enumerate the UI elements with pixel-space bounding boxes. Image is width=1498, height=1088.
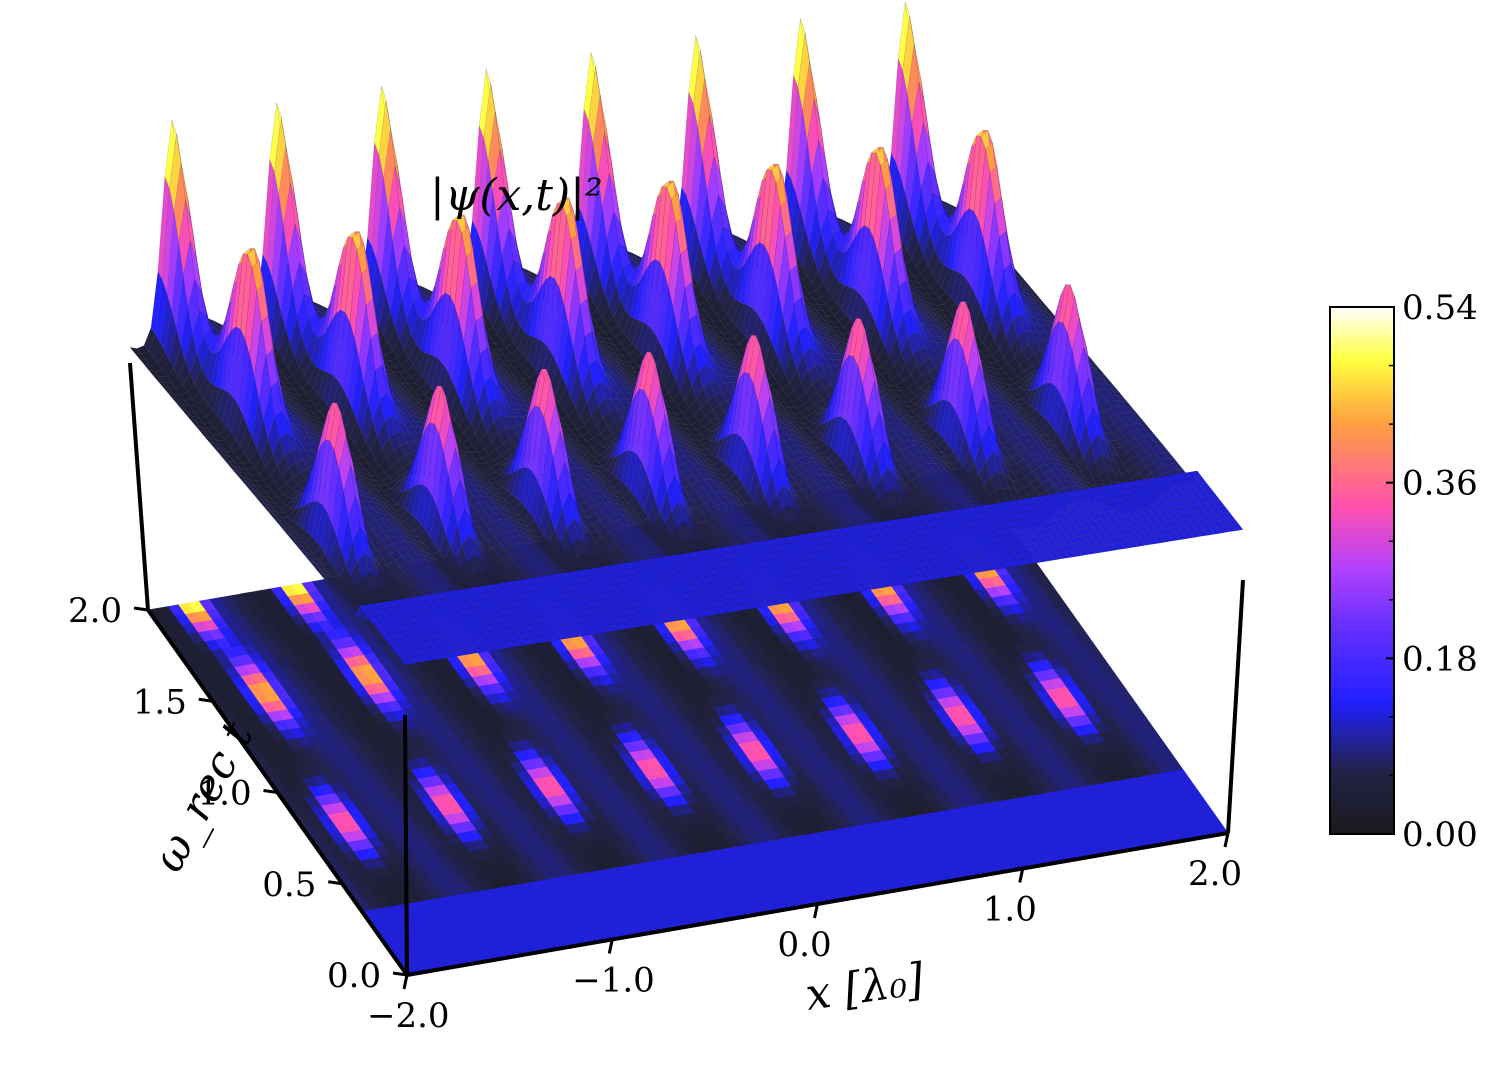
surface-plot bbox=[129, 1, 1244, 665]
